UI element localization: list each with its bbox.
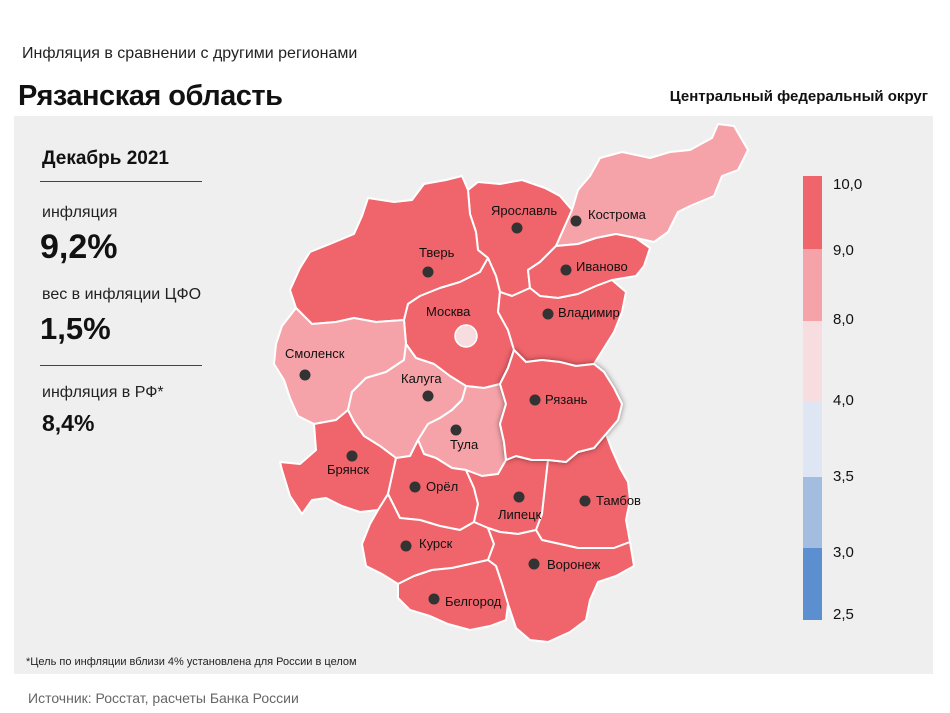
region-bryansk[interactable] [279, 409, 397, 515]
city-label-ryazan: Рязань [545, 392, 588, 407]
city-dot [579, 495, 591, 507]
city-dot [560, 264, 572, 276]
legend-label: 3,5 [833, 468, 854, 485]
district-label: Центральный федеральный округ [669, 88, 928, 105]
city-label-vladimir: Владимир [558, 305, 620, 320]
rf-inflation-label: инфляция в РФ* [42, 384, 164, 401]
city-label-oryol: Орёл [426, 479, 458, 494]
legend-label: 2,5 [833, 606, 854, 623]
city-label-voronezh: Воронеж [547, 557, 601, 572]
weight-value: 1,5% [40, 311, 111, 346]
divider [40, 365, 202, 366]
city-dot [570, 215, 582, 227]
region-kostroma[interactable] [555, 123, 749, 247]
city-dot [299, 369, 311, 381]
legend-label: 8,0 [833, 311, 854, 328]
city-label-tula: Тула [450, 437, 479, 452]
city-label-kursk: Курск [419, 536, 453, 551]
city-label-lipetsk: Липецк [498, 507, 542, 522]
legend-bin-3-3.5 [803, 477, 822, 548]
period-label: Декабрь 2021 [42, 148, 169, 169]
legend-label: 9,0 [833, 242, 854, 259]
city-label-tambov: Тамбов [596, 493, 641, 508]
inflation-label: инфляция [42, 204, 118, 221]
city-dot [513, 491, 525, 503]
city-label-yaroslavl: Ярославль [491, 203, 557, 218]
city-label-moscow: Москва [426, 304, 471, 319]
subtitle: Инфляция в сравнении с другими регионами [22, 45, 358, 62]
city-label-bryansk: Брянск [327, 462, 369, 477]
region-ryazan[interactable] [499, 349, 623, 463]
legend-bin-2.5-3 [803, 548, 822, 620]
divider [40, 181, 202, 182]
region-belgorod[interactable] [397, 559, 509, 631]
city-dot [422, 266, 434, 278]
city-dot [511, 222, 523, 234]
city-label-belgorod: Белгород [445, 594, 502, 609]
legend-label: 3,0 [833, 544, 854, 561]
inflation-value: 9,2% [40, 228, 118, 266]
city-label-kostroma: Кострома [588, 207, 647, 222]
source-note: Источник: Росстат, расчеты Банка России [28, 690, 299, 706]
legend-label: 4,0 [833, 392, 854, 409]
city-dot [529, 394, 541, 406]
city-label-ivanovo: Иваново [576, 259, 628, 274]
city-dot [428, 593, 440, 605]
footnote: *Цель по инфляции вблизи 4% установлена … [26, 656, 357, 668]
legend-bin-8-9 [803, 249, 822, 321]
weight-label: вес в инфляции ЦФО [42, 286, 202, 303]
city-label-kaluga: Калуга [401, 371, 442, 386]
city-dot [400, 540, 412, 552]
city-dot [422, 390, 434, 402]
city-dot [409, 481, 421, 493]
city-dot [346, 450, 358, 462]
city-label-smolensk: Смоленск [285, 346, 345, 361]
city-dot [542, 308, 554, 320]
city-markers [299, 215, 591, 605]
legend-bin-4-8 [803, 321, 822, 401]
city-dot [528, 558, 540, 570]
page-title: Рязанская область [18, 80, 283, 112]
city-dot [450, 424, 462, 436]
city-label-tver: Тверь [419, 245, 455, 260]
legend-label: 10,0 [833, 176, 863, 193]
moscow-marker [454, 324, 478, 348]
legend-bin-9-10 [803, 176, 822, 249]
legend-bin-3.5-4 [803, 401, 822, 477]
rf-inflation-value: 8,4% [42, 410, 95, 436]
